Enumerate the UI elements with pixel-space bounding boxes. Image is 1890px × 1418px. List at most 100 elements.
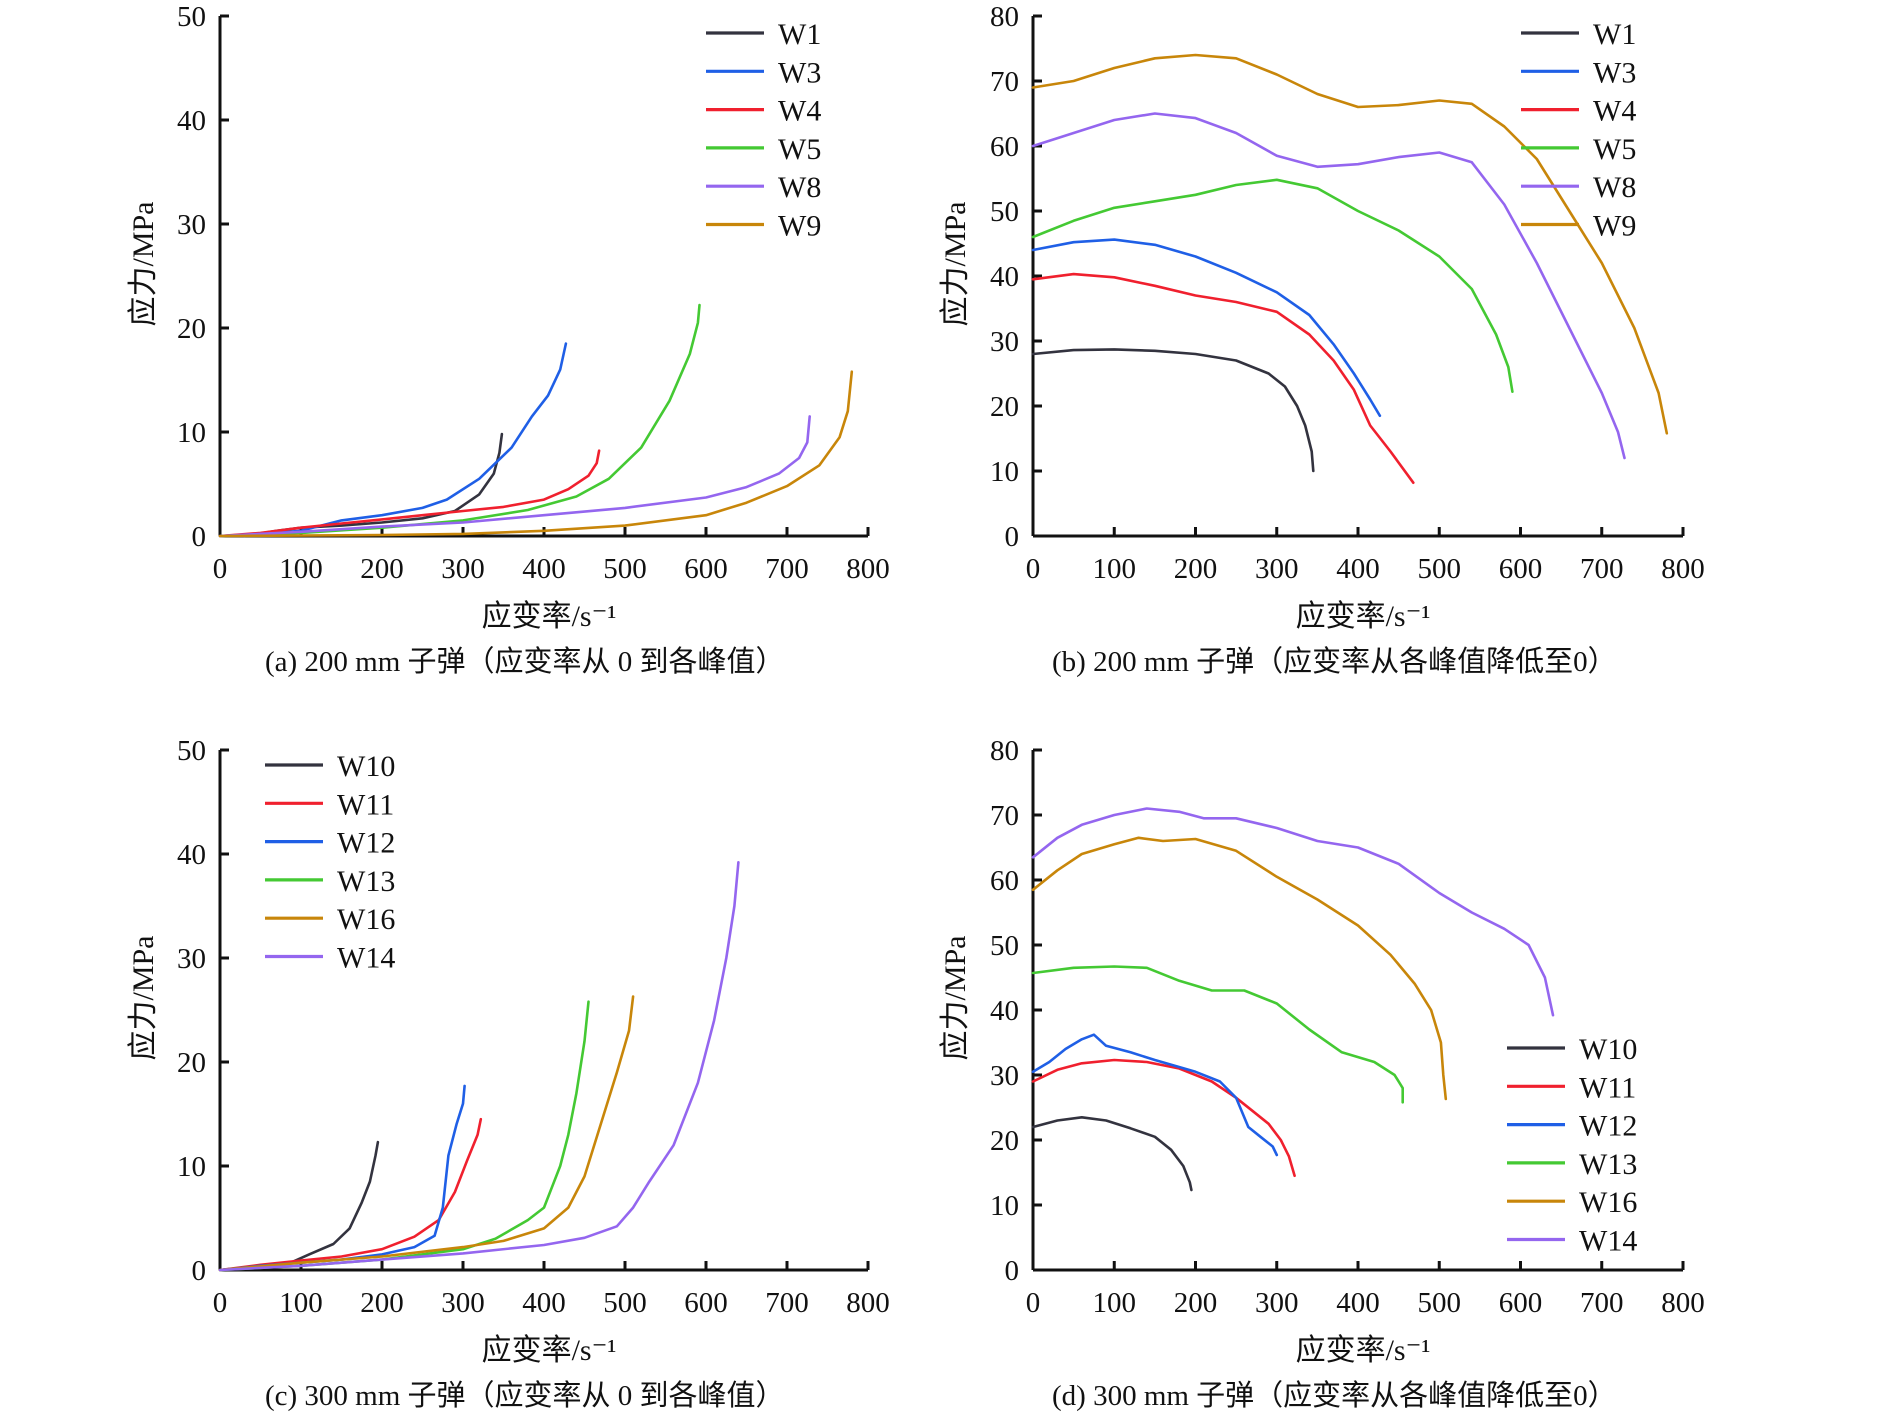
y-axis-title: 应力/MPa [127, 201, 160, 326]
y-tick-label: 50 [990, 930, 1019, 962]
legend-label: W11 [337, 788, 394, 821]
series-w8 [218, 415, 811, 538]
y-tick-label: 0 [1005, 521, 1020, 553]
y-tick-label: 30 [177, 943, 206, 975]
legend-label: W1 [1593, 18, 1636, 51]
y-tick-label: 10 [177, 1151, 206, 1183]
series-w16 [218, 995, 635, 1272]
y-tick-label: 20 [990, 391, 1019, 423]
legend: W10 W11 W12 W13 W16 W14 [265, 750, 395, 975]
x-tick-label: 500 [603, 1287, 647, 1319]
x-tick-label: 400 [1336, 1287, 1380, 1319]
y-tick-label: 50 [990, 196, 1019, 228]
legend: W10 W11 W12 W13 W16 W14 [1507, 1033, 1637, 1258]
x-axis-title: 应变率/s⁻¹ [1296, 600, 1431, 633]
x-tick-label: 300 [441, 553, 485, 585]
y-tick-label: 60 [990, 131, 1019, 163]
legend-label: W16 [337, 903, 395, 936]
series-w4 [218, 449, 601, 538]
y-axis-title: 应力/MPa [127, 935, 160, 1060]
series-w4 [1031, 272, 1415, 484]
legend-label: W9 [1593, 210, 1636, 243]
x-axis-title: 应变率/s⁻¹ [482, 1334, 617, 1367]
legend-label: W1 [778, 18, 821, 51]
y-tick-label: 50 [177, 735, 206, 767]
legend-label: W10 [1579, 1033, 1637, 1066]
x-tick-label: 200 [360, 1287, 404, 1319]
legend-label: W3 [1593, 56, 1636, 89]
y-tick-label: 30 [990, 326, 1019, 358]
legend-label: W14 [1579, 1225, 1637, 1258]
legend-label: W12 [337, 827, 395, 860]
y-tick-label: 40 [990, 995, 1019, 1027]
y-tick-label: 70 [990, 66, 1019, 98]
y-tick-label: 50 [177, 1, 206, 33]
x-axis-title: 应变率/s⁻¹ [1296, 1334, 1431, 1367]
x-tick-label: 800 [1661, 553, 1705, 585]
x-tick-label: 700 [765, 553, 809, 585]
y-tick-label: 30 [990, 1060, 1019, 1092]
panel-caption: (d) 300 mm 子弹（应变率从各峰值降低至0） [1052, 1379, 1617, 1412]
series-w8 [1031, 112, 1626, 460]
x-tick-label: 400 [1336, 553, 1380, 585]
x-tick-label: 100 [279, 1287, 323, 1319]
legend: W1 W3 W4 W5 W8 W9 [706, 18, 821, 243]
x-tick-label: 800 [1661, 1287, 1705, 1319]
y-tick-label: 80 [990, 1, 1019, 33]
legend-label: W16 [1579, 1186, 1637, 1219]
series-w5 [218, 303, 701, 538]
series-w5 [1031, 178, 1514, 393]
series-w9 [1031, 53, 1669, 435]
series-w11 [1031, 1058, 1296, 1178]
y-tick-label: 40 [990, 261, 1019, 293]
x-tick-label: 800 [846, 553, 890, 585]
y-tick-label: 10 [990, 456, 1019, 488]
x-tick-label: 0 [1026, 1287, 1041, 1319]
legend-label: W4 [1593, 95, 1636, 128]
legend-label: W4 [778, 95, 821, 128]
series-w13 [218, 1000, 590, 1272]
x-axis-title: 应变率/s⁻¹ [482, 600, 617, 633]
legend-label: W5 [778, 133, 821, 166]
series-w10 [1031, 1116, 1193, 1192]
series-w14 [218, 861, 740, 1272]
series-w12 [218, 1084, 466, 1272]
y-tick-label: 40 [177, 105, 206, 137]
x-tick-label: 0 [1026, 553, 1041, 585]
x-tick-label: 400 [522, 1287, 566, 1319]
x-tick-label: 700 [1580, 1287, 1624, 1319]
legend-label: W10 [337, 750, 395, 783]
panel-d: 0 100 200 300 400 500 600 700 800 0 10 20 30 40 50 60 70… [939, 735, 1705, 1412]
y-tick-label: 0 [1005, 1255, 1020, 1287]
y-axis-title: 应力/MPa [939, 935, 972, 1060]
series-w16 [1031, 836, 1448, 1101]
legend-label: W14 [337, 942, 395, 975]
legend-label: W8 [1593, 171, 1636, 204]
y-tick-label: 20 [990, 1125, 1019, 1157]
x-tick-label: 100 [1093, 1287, 1137, 1319]
x-tick-label: 500 [1418, 1287, 1462, 1319]
x-tick-label: 700 [1580, 553, 1624, 585]
series-w14 [1031, 807, 1555, 1017]
y-tick-label: 20 [177, 1047, 206, 1079]
legend-label: W3 [778, 56, 821, 89]
x-tick-label: 600 [684, 1287, 728, 1319]
x-tick-label: 100 [279, 553, 323, 585]
y-tick-label: 70 [990, 800, 1019, 832]
series-w11 [218, 1117, 483, 1272]
series-w3 [218, 342, 568, 538]
x-tick-label: 300 [441, 1287, 485, 1319]
y-tick-label: 10 [990, 1190, 1019, 1222]
x-tick-label: 300 [1255, 553, 1299, 585]
x-tick-label: 200 [360, 553, 404, 585]
x-tick-label: 200 [1174, 1287, 1218, 1319]
x-tick-label: 300 [1255, 1287, 1299, 1319]
x-tick-label: 0 [213, 553, 228, 585]
series-w13 [1031, 965, 1404, 1104]
x-tick-label: 600 [684, 553, 728, 585]
panel-caption: (c) 300 mm 子弹（应变率从 0 到各峰值） [265, 1379, 785, 1412]
y-tick-label: 10 [177, 417, 206, 449]
legend: W1 W3 W4 W5 W8 W9 [1521, 18, 1636, 243]
legend-label: W8 [778, 171, 821, 204]
